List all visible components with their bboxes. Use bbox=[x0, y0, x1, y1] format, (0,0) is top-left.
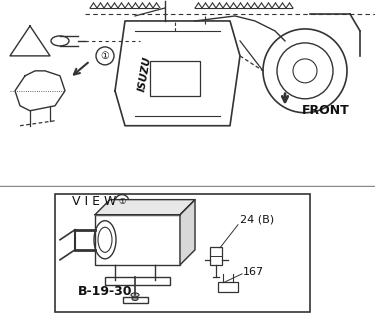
Bar bbox=[218, 282, 238, 292]
Bar bbox=[105, 277, 170, 285]
Bar bbox=[55, 194, 310, 312]
Text: ISUZU: ISUZU bbox=[137, 55, 153, 92]
Bar bbox=[123, 297, 148, 303]
Ellipse shape bbox=[131, 293, 139, 297]
Text: 167: 167 bbox=[243, 267, 264, 277]
Polygon shape bbox=[180, 200, 195, 265]
Text: ①: ① bbox=[118, 197, 126, 206]
Polygon shape bbox=[95, 200, 195, 215]
Text: ①: ① bbox=[100, 51, 109, 61]
Bar bbox=[150, 61, 200, 96]
Text: V I E W: V I E W bbox=[72, 195, 116, 208]
Ellipse shape bbox=[132, 297, 138, 300]
Bar bbox=[95, 215, 180, 265]
Text: B-19-30: B-19-30 bbox=[78, 285, 132, 299]
Text: FRONT: FRONT bbox=[302, 104, 350, 117]
Text: 24 (B): 24 (B) bbox=[240, 215, 274, 225]
Bar bbox=[210, 247, 222, 265]
